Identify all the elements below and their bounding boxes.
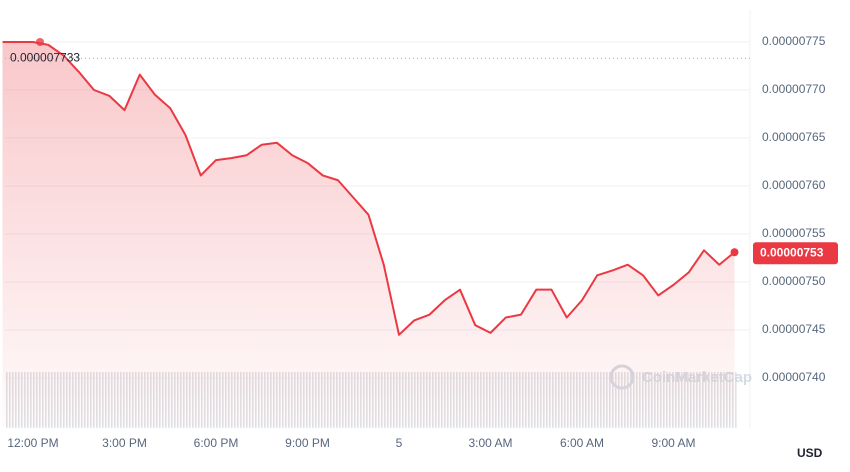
last-point [730, 248, 739, 257]
price-badge [753, 242, 838, 265]
x-tick-label: 6:00 PM [194, 436, 239, 450]
y-unit: USD [797, 446, 823, 460]
y-tick-label: 0.00000770 [762, 82, 826, 96]
y-tick-label: 0.00000755 [762, 226, 826, 240]
y-tick-label: 0.00000775 [762, 34, 826, 48]
x-tick-label: 9:00 AM [651, 436, 695, 450]
x-tick-label: 6:00 AM [560, 436, 604, 450]
y-tick-label: 0.00000740 [762, 370, 826, 384]
y-tick-label: 0.00000750 [762, 274, 826, 288]
first-point [36, 38, 44, 46]
area-fill [2, 42, 735, 426]
high-label: 0.000007733 [10, 50, 80, 64]
y-tick-label: 0.00000765 [762, 130, 826, 144]
x-tick-label: 3:00 PM [102, 436, 147, 450]
price-line [2, 41, 736, 336]
x-tick-label: 5 [396, 436, 403, 450]
x-tick-label: 12:00 PM [7, 436, 58, 450]
price-badge-label: 0.00000753 [760, 245, 824, 259]
y-tick-label: 0.00000760 [762, 178, 826, 192]
x-tick-label: 9:00 PM [285, 436, 330, 450]
x-tick-label: 3:00 AM [468, 436, 512, 450]
y-tick-label: 0.00000745 [762, 322, 826, 336]
